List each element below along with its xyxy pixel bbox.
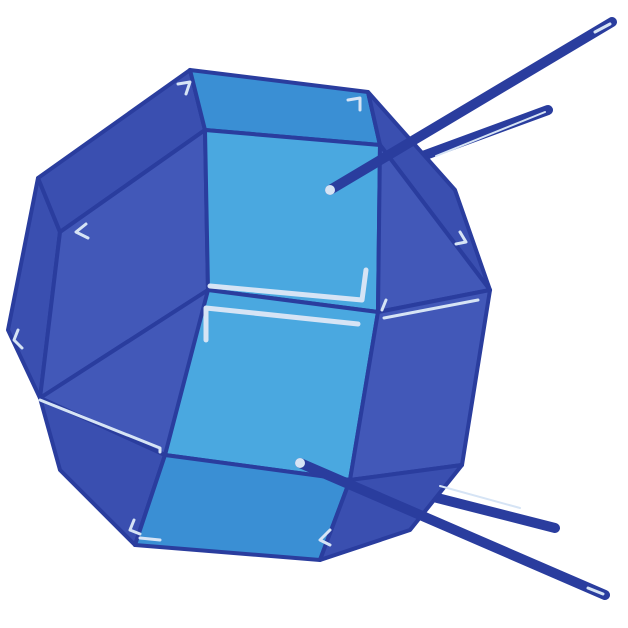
highlight-front-seam-upper <box>207 267 369 303</box>
antenna-rod-upper-back-shine <box>435 111 546 157</box>
antenna-rod-lower-back-shine <box>439 485 521 509</box>
highlight-corner-left <box>74 222 90 240</box>
highlight-bottom-face <box>138 536 162 542</box>
highlight-right-corner <box>380 298 388 312</box>
antenna-rod-upper-front <box>325 17 617 195</box>
highlight-front-seam-lower <box>203 305 361 343</box>
highlight-corner-top-right <box>346 96 362 112</box>
face-front-upper <box>203 128 382 314</box>
satellite-body <box>6 68 492 562</box>
antenna-rods-front <box>295 17 617 600</box>
antenna-rod-upper-front-shine <box>593 22 612 34</box>
highlight-corner-bottom-right <box>318 528 332 547</box>
highlight-corner-top-left <box>176 80 192 96</box>
highlights <box>12 80 480 547</box>
antenna-rod-lower-front <box>295 458 610 600</box>
highlight-lower-left-edge <box>38 398 162 454</box>
antenna-joint-lower <box>295 458 305 468</box>
antenna-joint-upper <box>325 185 335 195</box>
antenna-rod-lower-front-shine <box>586 586 605 596</box>
highlight-right-edge <box>382 298 480 320</box>
highlight-corner-right <box>454 230 468 246</box>
highlight-corner-bottom-left <box>128 518 142 536</box>
highlight-corner-far-left <box>12 328 24 350</box>
